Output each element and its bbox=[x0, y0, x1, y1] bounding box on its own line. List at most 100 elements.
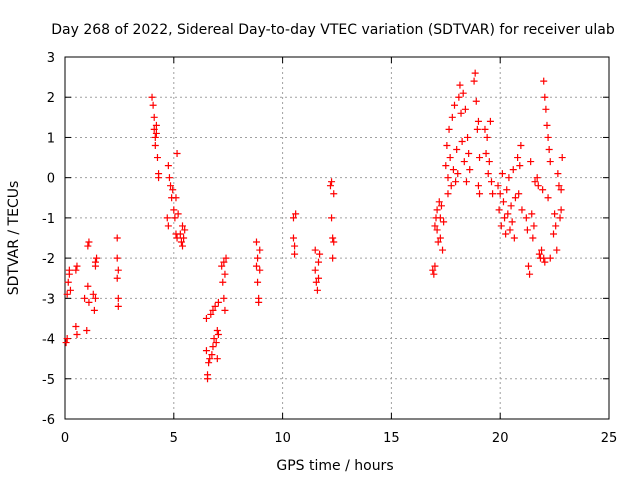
data-point-marker bbox=[439, 246, 447, 254]
data-point-marker bbox=[213, 327, 221, 335]
data-point-marker bbox=[524, 262, 532, 270]
data-point-marker bbox=[546, 158, 554, 166]
data-point-marker bbox=[544, 194, 552, 202]
data-point-marker bbox=[509, 166, 517, 174]
data-point-marker bbox=[179, 222, 187, 230]
data-point-marker bbox=[435, 198, 443, 206]
data-point-marker bbox=[460, 158, 468, 166]
data-point-marker bbox=[533, 174, 541, 182]
data-point-marker bbox=[173, 150, 181, 158]
data-point-marker bbox=[173, 234, 181, 242]
data-point-marker bbox=[449, 166, 457, 174]
data-point-marker bbox=[164, 162, 172, 170]
plot-frame bbox=[64, 56, 610, 420]
data-point-marker bbox=[454, 170, 462, 178]
data-point-marker bbox=[220, 294, 228, 302]
data-point-marker bbox=[507, 202, 515, 210]
data-point-marker bbox=[452, 178, 460, 186]
data-point-marker bbox=[484, 170, 492, 178]
data-point-marker bbox=[531, 178, 539, 186]
data-point-marker bbox=[152, 121, 160, 129]
data-point-marker bbox=[151, 141, 159, 149]
data-point-marker bbox=[522, 214, 530, 222]
data-point-marker bbox=[504, 210, 512, 218]
data-point-marker bbox=[328, 178, 336, 186]
data-point-marker bbox=[534, 182, 542, 190]
data-point-marker bbox=[214, 298, 222, 306]
data-point-marker bbox=[329, 234, 337, 242]
data-point-marker bbox=[180, 234, 188, 242]
data-point-marker bbox=[436, 214, 444, 222]
data-point-marker bbox=[210, 335, 218, 343]
data-point-marker bbox=[167, 182, 175, 190]
data-point-marker bbox=[429, 266, 437, 274]
data-point-marker bbox=[446, 154, 454, 162]
data-point-marker bbox=[176, 230, 184, 238]
y-tick-label: -5 bbox=[42, 373, 55, 388]
data-point-marker bbox=[72, 322, 80, 330]
data-point-marker bbox=[433, 226, 441, 234]
data-point-marker bbox=[481, 125, 489, 133]
data-points bbox=[62, 69, 566, 383]
data-point-marker bbox=[291, 242, 299, 250]
data-point-marker bbox=[538, 246, 546, 254]
data-point-marker bbox=[292, 210, 300, 218]
data-point-marker bbox=[179, 242, 187, 250]
data-point-marker bbox=[174, 210, 182, 218]
x-tick-label: 0 bbox=[61, 431, 69, 446]
data-point-marker bbox=[544, 133, 552, 141]
data-point-marker bbox=[473, 125, 481, 133]
data-point-marker bbox=[526, 270, 534, 278]
data-point-marker bbox=[90, 306, 98, 314]
data-point-marker bbox=[114, 294, 122, 302]
y-tick-label: 2 bbox=[47, 91, 55, 106]
data-point-marker bbox=[214, 331, 222, 339]
data-point-marker bbox=[517, 141, 525, 149]
data-point-marker bbox=[256, 266, 264, 274]
y-tick-label: -1 bbox=[42, 212, 55, 227]
data-point-marker bbox=[458, 137, 466, 145]
data-point-marker bbox=[221, 270, 229, 278]
data-point-marker bbox=[63, 290, 71, 298]
data-point-marker bbox=[511, 194, 519, 202]
data-point-marker bbox=[434, 238, 442, 246]
y-axis-ticks: -6 -5 -4 -3 -2 -1 0 1 2 3 bbox=[42, 51, 609, 428]
data-point-marker bbox=[222, 254, 230, 262]
data-point-marker bbox=[539, 186, 547, 194]
data-point-marker bbox=[451, 101, 459, 109]
y-axis-label: SDTVAR / TECUs bbox=[6, 181, 22, 296]
data-point-marker bbox=[312, 278, 320, 286]
data-point-marker bbox=[551, 210, 559, 218]
data-point-marker bbox=[205, 359, 213, 367]
data-point-marker bbox=[329, 254, 337, 262]
data-point-marker bbox=[93, 254, 101, 262]
data-point-marker bbox=[89, 290, 97, 298]
data-point-marker bbox=[514, 154, 522, 162]
data-point-marker bbox=[252, 262, 260, 270]
data-point-marker bbox=[315, 274, 323, 282]
data-point-marker bbox=[113, 254, 121, 262]
data-point-marker bbox=[510, 234, 518, 242]
data-point-marker bbox=[114, 302, 122, 310]
data-point-marker bbox=[486, 117, 494, 125]
data-point-marker bbox=[150, 113, 158, 121]
data-point-marker bbox=[535, 250, 543, 258]
data-point-marker bbox=[557, 206, 565, 214]
data-point-marker bbox=[556, 214, 564, 222]
data-point-marker bbox=[541, 93, 549, 101]
y-tick-label: -6 bbox=[42, 413, 55, 428]
data-point-marker bbox=[220, 258, 228, 266]
data-point-marker bbox=[254, 278, 262, 286]
data-point-marker bbox=[542, 105, 550, 113]
data-point-marker bbox=[444, 174, 452, 182]
data-point-marker bbox=[171, 214, 179, 222]
data-point-marker bbox=[65, 266, 73, 274]
y-tick-label: 0 bbox=[47, 172, 55, 187]
data-point-marker bbox=[114, 266, 122, 274]
data-point-marker bbox=[208, 351, 216, 359]
data-point-marker bbox=[485, 158, 493, 166]
data-point-marker bbox=[170, 206, 178, 214]
data-point-marker bbox=[494, 182, 502, 190]
data-point-marker bbox=[311, 266, 319, 274]
data-point-marker bbox=[155, 174, 163, 182]
